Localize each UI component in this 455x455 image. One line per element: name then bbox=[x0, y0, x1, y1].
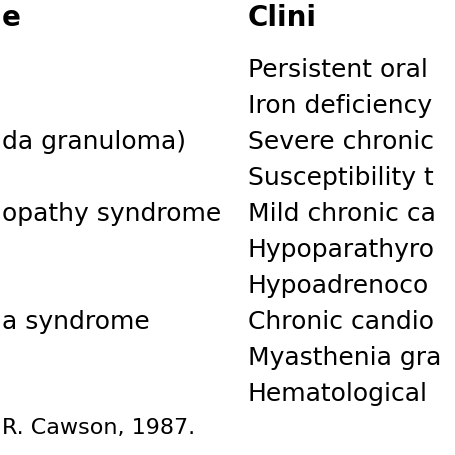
Text: Myasthenia gra: Myasthenia gra bbox=[248, 345, 440, 369]
Text: Clini: Clini bbox=[248, 4, 316, 32]
Text: R. Cawson, 1987.: R. Cawson, 1987. bbox=[2, 417, 195, 437]
Text: Hematological: Hematological bbox=[248, 381, 427, 405]
Text: Susceptibility t: Susceptibility t bbox=[248, 166, 433, 190]
Text: Iron deficiency: Iron deficiency bbox=[248, 94, 431, 118]
Text: Severe chronic: Severe chronic bbox=[248, 130, 433, 154]
Text: a syndrome: a syndrome bbox=[2, 309, 149, 333]
Text: Hypoparathyro: Hypoparathyro bbox=[248, 238, 434, 262]
Text: opathy syndrome: opathy syndrome bbox=[2, 202, 221, 226]
Text: Mild chronic ca: Mild chronic ca bbox=[248, 202, 435, 226]
Text: Hypoadrenoco: Hypoadrenoco bbox=[248, 273, 428, 298]
Text: e: e bbox=[2, 4, 21, 32]
Text: Chronic candio: Chronic candio bbox=[248, 309, 433, 333]
Text: Persistent oral: Persistent oral bbox=[248, 58, 427, 82]
Text: da granuloma): da granuloma) bbox=[2, 130, 186, 154]
